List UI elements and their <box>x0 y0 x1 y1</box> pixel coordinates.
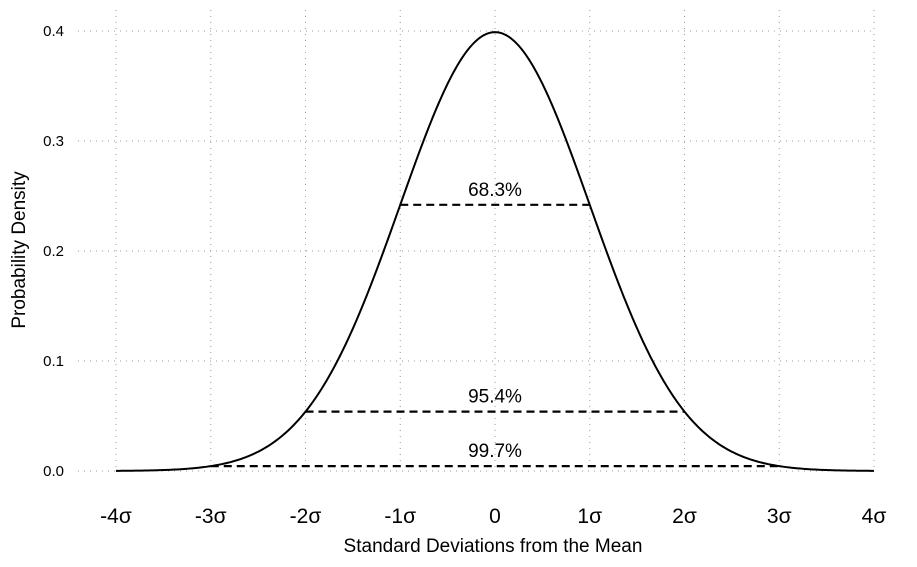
x-tick-label: -2σ <box>290 505 322 528</box>
y-tick-label: 0.0 <box>43 463 64 480</box>
band-label: 99.7% <box>468 441 522 462</box>
x-tick-label: 3σ <box>767 505 792 528</box>
x-tick-label: -4σ <box>100 505 132 528</box>
grid <box>78 10 875 472</box>
x-tick-label: -1σ <box>384 505 416 528</box>
x-axis-ticks: -4σ -3σ -2σ -1σ 0 1σ 2σ 3σ 4σ <box>100 505 886 528</box>
density-curve <box>115 31 875 472</box>
x-tick-label: 0 <box>489 505 501 528</box>
x-tick-label: 2σ <box>672 505 697 528</box>
y-tick-label: 0.3 <box>43 133 64 150</box>
band-label: 95.4% <box>468 387 522 408</box>
y-axis-label: Probability Density <box>9 171 30 329</box>
sigma-bands <box>210 203 780 468</box>
x-tick-label: 4σ <box>862 505 887 528</box>
band-label: 68.3% <box>468 180 522 201</box>
y-tick-label: 0.4 <box>43 23 64 40</box>
y-axis-ticks: 0.0 0.1 0.2 0.3 0.4 <box>43 23 64 480</box>
y-tick-label: 0.1 <box>43 353 64 370</box>
x-axis-label: Standard Deviations from the Mean <box>344 536 643 557</box>
band-labels: 68.3% 95.4% 99.7% <box>468 180 522 462</box>
x-tick-label: 1σ <box>577 505 602 528</box>
y-tick-label: 0.2 <box>43 243 64 260</box>
x-tick-label: -3σ <box>195 505 227 528</box>
